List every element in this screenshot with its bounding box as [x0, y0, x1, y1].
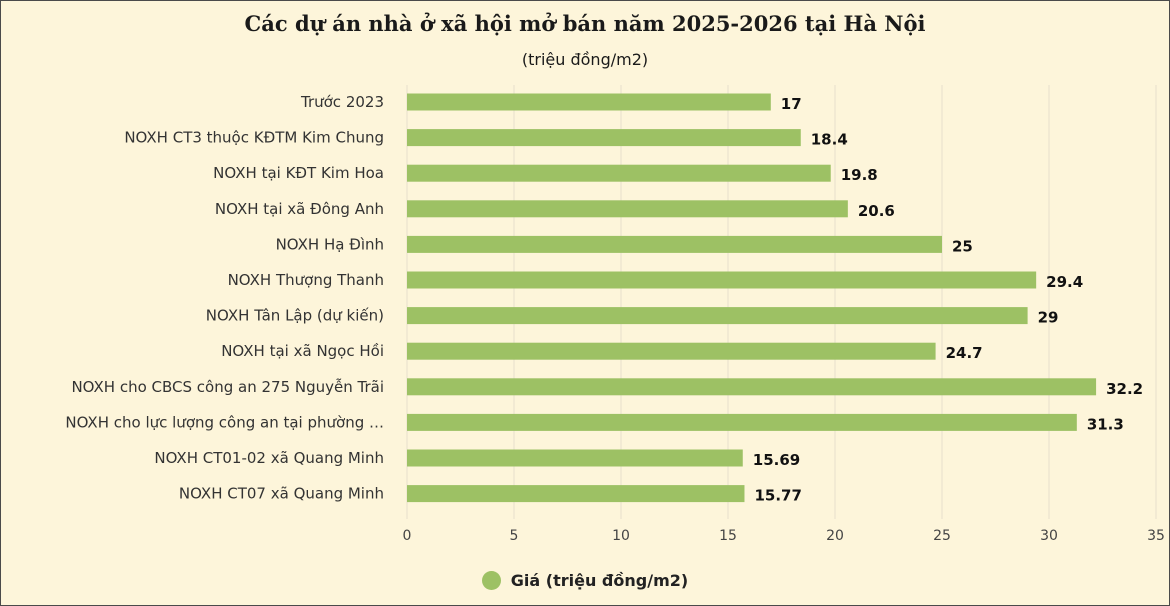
bar	[407, 200, 848, 218]
bar	[407, 235, 942, 253]
category-label: Trước 2023	[300, 93, 384, 111]
category-label: NOXH CT3 thuộc KĐTM Kim Chung	[124, 129, 384, 147]
x-tick-label: 15	[719, 528, 737, 544]
legend-label: Giá (triệu đồng/m2)	[510, 571, 689, 590]
bar	[407, 413, 1077, 431]
category-label: NOXH CT01-02 xã Quang Minh	[154, 449, 384, 467]
data-label: 31.3	[1087, 415, 1124, 433]
data-label: 29.4	[1046, 273, 1083, 291]
x-tick-label: 30	[1040, 528, 1058, 544]
x-tick-label: 35	[1147, 528, 1165, 544]
category-label: NOXH tại xã Đông Anh	[215, 200, 384, 218]
category-label: NOXH cho CBCS công an 275 Nguyễn Trãi	[71, 378, 384, 396]
category-label: NOXH CT07 xã Quang Minh	[179, 485, 384, 503]
bar	[407, 129, 801, 147]
x-tick-label: 20	[826, 528, 844, 544]
bar	[407, 307, 1028, 325]
bar	[407, 378, 1097, 396]
x-tick-label: 10	[612, 528, 630, 544]
data-label: 17	[781, 95, 802, 113]
legend-swatch	[481, 571, 501, 590]
bar	[407, 93, 771, 111]
category-label: NOXH cho lực lượng công an tại phường …	[65, 413, 384, 431]
data-label: 29	[1038, 309, 1059, 327]
bar	[407, 485, 745, 503]
chart-title: Các dự án nhà ở xã hội mở bán năm 2025-2…	[244, 11, 926, 36]
category-label: NOXH Thượng Thanh	[228, 271, 384, 289]
category-label: NOXH tại KĐT Kim Hoa	[213, 164, 384, 182]
data-label: 24.7	[946, 344, 983, 362]
chart-subtitle: (triệu đồng/m2)	[521, 50, 649, 69]
x-tick-label: 25	[933, 528, 951, 544]
x-tick-label: 5	[510, 528, 519, 544]
data-label: 15.69	[753, 451, 800, 469]
bar	[407, 342, 936, 360]
category-label: NOXH Hạ Đình	[276, 235, 384, 253]
category-label: NOXH tại xã Ngọc Hồi	[221, 342, 384, 360]
category-label: NOXH Tân Lập (dự kiến)	[206, 307, 384, 325]
data-label: 25	[952, 237, 973, 255]
data-label: 18.4	[811, 131, 848, 149]
data-label: 15.77	[754, 487, 801, 505]
data-label: 32.2	[1106, 380, 1143, 398]
legend[interactable]: Giá (triệu đồng/m2)	[1, 571, 1169, 590]
bar	[407, 449, 743, 467]
data-label: 20.6	[858, 202, 895, 220]
bar	[407, 164, 831, 182]
bar	[407, 271, 1037, 289]
data-label: 19.8	[841, 166, 878, 184]
x-tick-label: 0	[403, 528, 412, 544]
